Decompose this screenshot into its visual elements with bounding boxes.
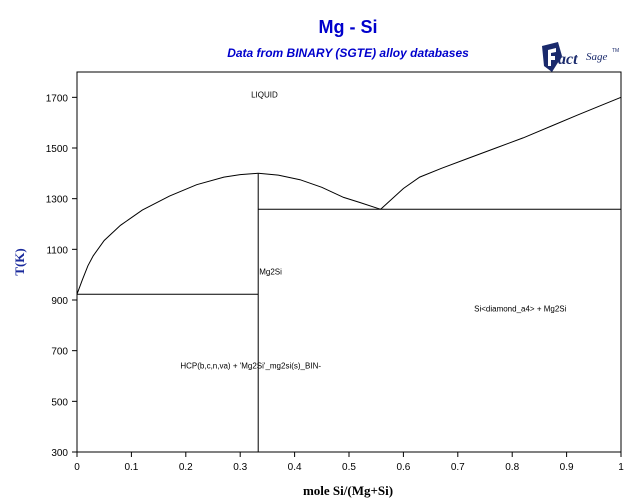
y-tick-label: 700: [51, 347, 68, 358]
plot-frame: [76, 71, 622, 453]
x-tick-label: 0.3: [233, 462, 247, 473]
x-tick-label: 0.8: [505, 462, 519, 473]
x-tick-label: 0.4: [288, 462, 302, 473]
phase-line-liquidus-mid: [258, 172, 381, 210]
y-tick-label: 300: [51, 448, 68, 459]
phase-labels: LIQUID Mg2Si Si<diamond_a4> + Mg2Si HCP(b,c…: [180, 90, 566, 370]
y-axis: 300 500 700 900 1100 1300 1500 1700: [46, 93, 77, 459]
x-axis: 0 0.1 0.2 0.3 0.4 0.5 0.6 0.7 0.8 0.9 1: [74, 452, 624, 473]
y-tick-label: 1500: [46, 144, 69, 155]
svg-text:TM: TM: [612, 48, 619, 54]
y-tick-label: 900: [51, 296, 68, 307]
x-tick-label: 0.5: [342, 462, 356, 473]
x-axis-label: mole Si/(Mg+Si): [303, 483, 393, 498]
phase-label: Si<diamond_a4> + Mg2Si: [474, 304, 567, 313]
x-tick-label: 0.2: [179, 462, 193, 473]
phase-line-liquidus-si-side: [380, 96, 622, 210]
y-axis-label: T(K): [12, 248, 27, 275]
phase-label: LIQUID: [251, 90, 278, 99]
svg-text:act: act: [558, 51, 578, 68]
x-tick-label: 1: [618, 462, 624, 473]
phase-line-liquidus-mg-side: [76, 172, 259, 295]
phase-boundaries: [76, 96, 622, 452]
y-tick-label: 500: [51, 397, 68, 408]
x-tick-label: 0: [74, 462, 80, 473]
y-tick-label: 1300: [46, 195, 69, 206]
x-tick-label: 0.7: [451, 462, 465, 473]
chart-subtitle: Data from BINARY (SGTE) alloy databases: [227, 46, 469, 60]
x-tick-label: 0.1: [124, 462, 138, 473]
svg-text:Sage: Sage: [586, 51, 608, 63]
chart-title: Mg - Si: [319, 17, 378, 37]
x-tick-label: 0.9: [560, 462, 574, 473]
factsage-logo-icon: act Sage TM: [542, 42, 619, 72]
phase-label: Mg2Si: [259, 268, 282, 277]
y-tick-label: 1100: [46, 245, 68, 256]
phase-label: HCP(b,c,n,va) + 'Mg2Si'_mg2si(s)_BIN-: [180, 361, 321, 370]
factsage-logo: act Sage TM: [538, 38, 622, 78]
x-tick-label: 0.6: [396, 462, 410, 473]
y-tick-label: 1700: [46, 93, 69, 104]
